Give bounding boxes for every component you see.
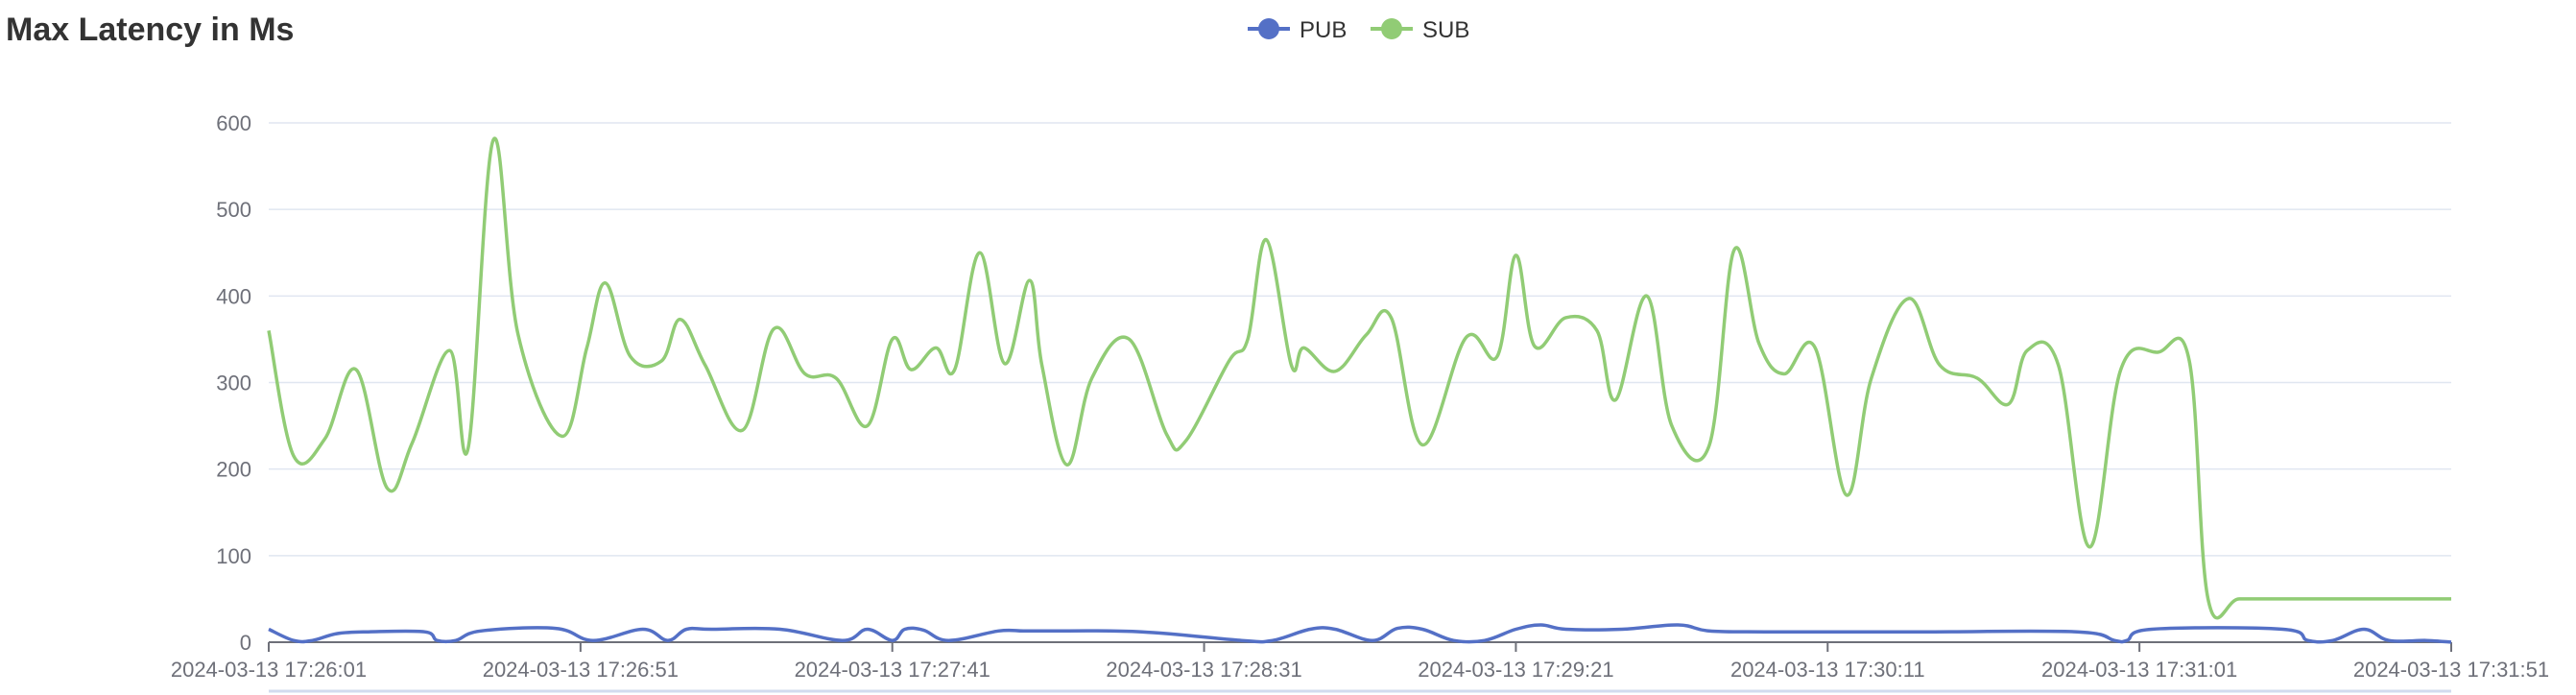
- y-tick-label: 600: [216, 111, 251, 135]
- x-tick-label: 2024-03-13 17:26:01: [171, 658, 367, 682]
- legend-label-sub: SUB: [1422, 17, 1469, 43]
- series-line-pub: [268, 623, 2452, 644]
- legend-marker-sub: [1381, 18, 1402, 39]
- x-tick-label: 2024-03-13 17:31:51: [2353, 658, 2549, 682]
- x-tick-label: 2024-03-13 17:31:01: [2041, 658, 2237, 682]
- y-tick-label: 400: [216, 284, 251, 308]
- y-tick-label: 100: [216, 544, 251, 568]
- chart-title: Max Latency in Ms: [6, 12, 295, 48]
- y-tick-label: 200: [216, 458, 251, 482]
- y-tick-label: 0: [240, 631, 251, 655]
- y-tick-label: 300: [216, 371, 251, 395]
- legend-marker-pub: [1258, 18, 1279, 39]
- y-tick-label: 500: [216, 198, 251, 222]
- x-tick-label: 2024-03-13 17:27:41: [795, 658, 990, 682]
- series-line-sub: [267, 136, 2451, 620]
- x-tick-label: 2024-03-13 17:26:51: [483, 658, 679, 682]
- x-tick-label: 2024-03-13 17:29:21: [1418, 658, 1613, 682]
- x-tick-label: 2024-03-13 17:30:11: [1730, 658, 1925, 682]
- legend-label-pub: PUB: [1300, 17, 1347, 43]
- x-tick-label: 2024-03-13 17:28:31: [1106, 658, 1301, 682]
